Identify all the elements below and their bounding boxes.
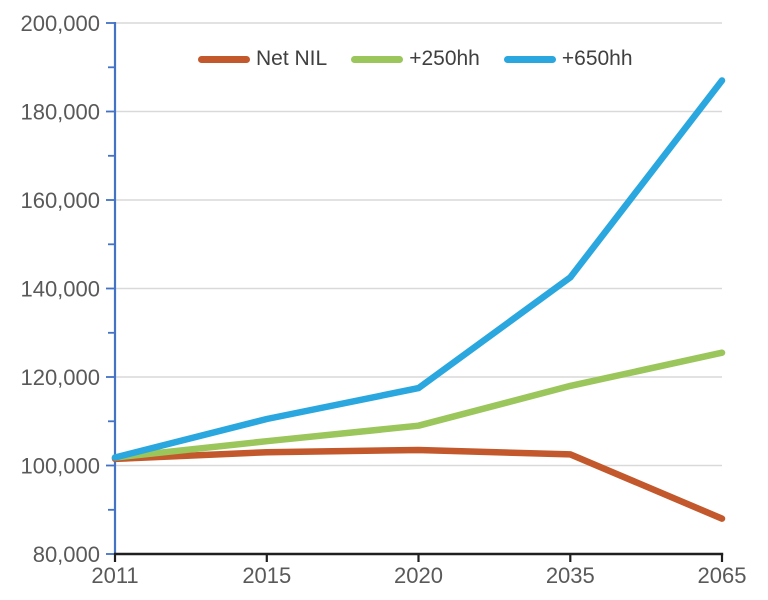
x-axis-label: 2011 [91, 563, 138, 588]
legend-item-650hh: +650hh [503, 47, 633, 71]
legend-item-net-nil: Net NIL [198, 47, 327, 71]
y-axis-label: 180,000 [20, 100, 100, 125]
y-axis-label: 160,000 [20, 188, 100, 213]
x-axis-label: 2015 [242, 563, 291, 588]
series-line-650hh [111, 77, 726, 461]
y-axis-label: 140,000 [20, 277, 100, 302]
y-axis-label: 200,000 [20, 11, 100, 36]
x-axis-label: 2020 [394, 563, 443, 588]
x-axis-label: 2065 [698, 563, 747, 588]
legend-label-net-nil: Net NIL [256, 47, 328, 70]
chart-legend: Net NIL +250hh +650hh [198, 47, 633, 71]
y-axis-label: 80,000 [33, 542, 100, 567]
legend-label-650hh: +650hh [561, 47, 633, 70]
x-axis-label: 2035 [546, 563, 595, 588]
legend-line-swatch-250hh [351, 55, 404, 63]
legend-line-swatch-net-nil [198, 55, 250, 63]
y-axis-label: 120,000 [20, 365, 100, 390]
series-line-net-nil [111, 446, 726, 522]
y-axis-label: 100,000 [20, 454, 100, 479]
legend-label-250hh: +250hh [409, 47, 480, 70]
legend-line-swatch-650hh [503, 55, 556, 63]
series-line-250hh [111, 349, 726, 461]
legend-item-250hh: +250hh [351, 47, 480, 71]
